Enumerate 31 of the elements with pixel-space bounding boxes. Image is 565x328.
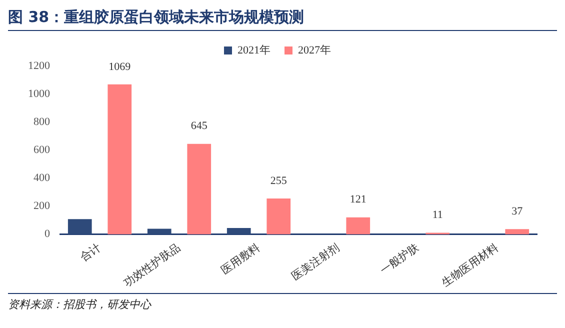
data-label: 645 xyxy=(190,120,208,132)
y-tick-label: 200 xyxy=(34,200,50,212)
bar xyxy=(346,217,370,234)
data-label: 255 xyxy=(270,174,288,187)
bar xyxy=(108,84,132,234)
x-tick-label: 生物医用材料 xyxy=(439,240,501,290)
bar xyxy=(68,219,92,234)
x-tick-label: 一般护肤 xyxy=(378,240,422,277)
y-tick-label: 600 xyxy=(34,144,50,156)
y-tick-label: 1000 xyxy=(28,88,50,100)
bar xyxy=(505,229,530,234)
y-tick-label: 0 xyxy=(44,228,50,240)
chart-title: 图 38：重组胶原蛋白领域未来市场规模预测 xyxy=(8,8,557,31)
data-label: 11 xyxy=(432,209,443,222)
y-tick-label: 800 xyxy=(34,116,50,128)
x-tick-label: 合计 xyxy=(78,240,104,264)
bar xyxy=(226,228,251,234)
x-tick-label: 功效性护肤品 xyxy=(121,240,183,290)
legend-label: 2027年 xyxy=(298,44,331,56)
x-tick-label: 医用敷料 xyxy=(218,240,262,277)
x-tick-label: 医美注射剂 xyxy=(289,240,342,284)
bar xyxy=(147,228,172,234)
data-label: 37 xyxy=(512,206,524,218)
data-label: 121 xyxy=(350,194,366,206)
y-tick-label: 400 xyxy=(34,172,50,184)
text: 资料来源：招股书，研发中心 xyxy=(8,293,557,312)
legend-label: 2021年 xyxy=(238,44,270,56)
y-tick-label: 1200 xyxy=(28,60,50,72)
data-label: 1069 xyxy=(108,60,132,73)
bar xyxy=(266,198,291,234)
bar xyxy=(187,144,212,234)
